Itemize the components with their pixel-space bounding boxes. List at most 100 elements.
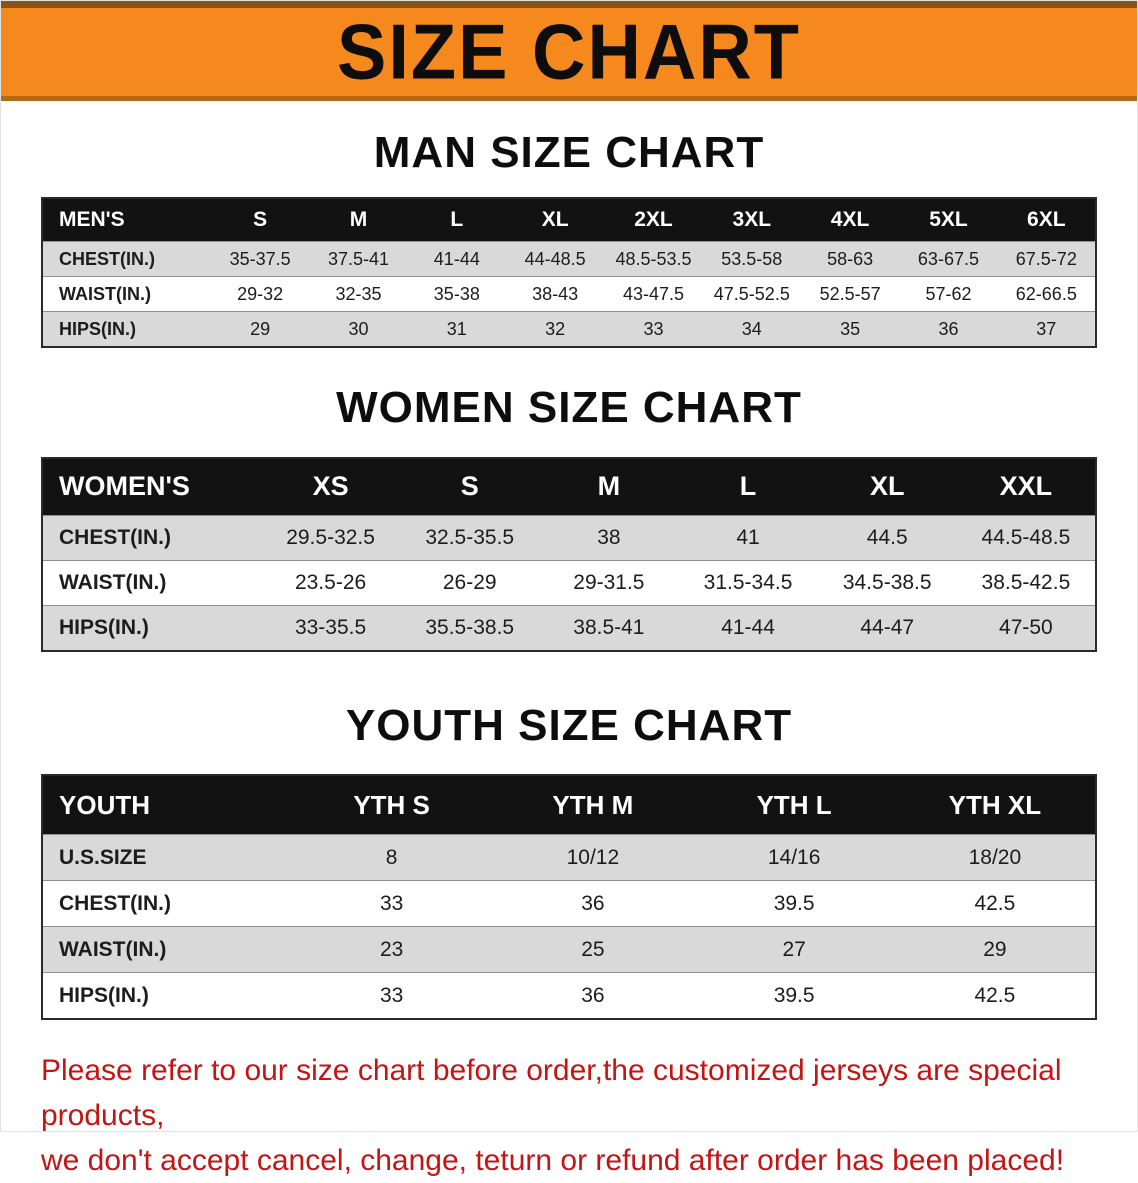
youth-section-heading: YOUTH SIZE CHART xyxy=(345,700,793,750)
size-value-cell: 26-29 xyxy=(442,570,497,594)
size-value-cell: 63-67.5 xyxy=(917,248,979,269)
row-label: CHEST(IN.) xyxy=(59,525,171,549)
size-column-header: L xyxy=(407,198,506,242)
size-value-cell: 53.5-58 xyxy=(721,248,783,269)
row-label: HIPS(IN.) xyxy=(59,318,137,339)
size-column-header: L xyxy=(678,457,818,516)
size-value-cell: 39.5 xyxy=(773,983,815,1007)
youth-size-chart-section: YOUTH SIZE CHART YOUTH YTH S YTH M YTH L YTH… xyxy=(1,700,1137,1021)
page-title: SIZE CHART xyxy=(337,7,801,96)
size-value-cell: 38 xyxy=(597,525,621,549)
measurement-row: HIPS(IN.) 29 30 31 32 33 34 35 36 37 xyxy=(42,311,1096,348)
size-value-cell: 42.5 xyxy=(974,891,1016,915)
size-value-cell: 34 xyxy=(741,318,762,339)
youth-size-table-wrap: YOUTH YTH S YTH M YTH L YTH XL U.S.SIZE 8 10/12… xyxy=(41,774,1097,1021)
size-value-cell: 34.5-38.5 xyxy=(842,570,932,594)
measurement-row: CHEST(IN.) 29.5-32.5 32.5-35.5 38 41 44.5 44.5… xyxy=(42,515,1096,561)
size-value-cell: 33 xyxy=(379,891,404,915)
order-notice: Please refer to our size chart before or… xyxy=(41,1048,1097,1183)
size-column-header: YTH L xyxy=(693,775,895,835)
size-value-cell: 31.5-34.5 xyxy=(703,570,793,594)
size-value-cell: 33 xyxy=(643,318,664,339)
table-corner-label: WOMEN'S xyxy=(42,457,261,516)
size-value-cell: 35-38 xyxy=(433,283,480,304)
size-value-cell: 38-43 xyxy=(532,283,579,304)
size-value-cell: 25 xyxy=(581,937,605,961)
size-value-cell: 47-50 xyxy=(999,615,1053,639)
size-value-cell: 23 xyxy=(379,937,404,961)
size-column-header: YTH XL xyxy=(894,775,1096,835)
size-value-cell: 41-44 xyxy=(721,615,775,639)
size-value-cell: 39.5 xyxy=(773,891,815,915)
size-value-cell: 37.5-41 xyxy=(327,248,390,269)
size-value-cell: 29.5-32.5 xyxy=(286,525,375,549)
size-value-cell: 41 xyxy=(736,525,760,549)
size-column-header: S xyxy=(211,198,310,242)
size-column-header: 3XL xyxy=(702,198,801,242)
row-label: HIPS(IN.) xyxy=(59,983,149,1007)
row-label: WAIST(IN.) xyxy=(59,570,167,594)
size-column-header: M xyxy=(539,457,679,516)
men-size-table-wrap: MEN'S S M L XL 2XL 3XL 4XL 5XL 6XL CHEST(IN.) 35-37… xyxy=(41,197,1097,349)
size-value-cell: 29-31.5 xyxy=(573,570,645,594)
row-label: CHEST(IN.) xyxy=(59,248,155,269)
table-header-row: YOUTH YTH S YTH M YTH L YTH XL xyxy=(42,775,1096,835)
size-value-cell: 35.5-38.5 xyxy=(425,615,515,639)
size-value-cell: 44-48.5 xyxy=(524,248,586,269)
size-column-header: XS xyxy=(261,457,401,516)
size-column-header: 6XL xyxy=(997,198,1096,242)
size-value-cell: 38.5-42.5 xyxy=(981,570,1071,594)
row-label: U.S.SIZE xyxy=(59,845,147,869)
size-column-header: 5XL xyxy=(899,198,998,242)
size-column-header: XL xyxy=(505,198,605,242)
size-value-cell: 32 xyxy=(545,318,566,339)
size-value-cell: 37 xyxy=(1036,318,1057,339)
size-value-cell: 8 xyxy=(385,845,398,869)
measurement-row: WAIST(IN.) 23.5-26 26-29 29-31.5 31.5-34.5 34… xyxy=(42,560,1096,606)
size-value-cell: 35-37.5 xyxy=(229,248,291,269)
size-column-header: S xyxy=(400,457,540,516)
table-header-row: MEN'S S M L XL 2XL 3XL 4XL 5XL 6XL xyxy=(42,198,1096,242)
size-value-cell: 44.5-48.5 xyxy=(981,525,1071,549)
table-head: YOUTH YTH S YTH M YTH L YTH XL xyxy=(42,775,1096,835)
men-size-chart-section: MAN SIZE CHART MEN'S S M L XL 2XL 3XL 4XL 5XL 6XL… xyxy=(1,128,1137,349)
size-value-cell: 29 xyxy=(250,318,271,339)
size-value-cell: 52.5-57 xyxy=(819,283,881,304)
size-column-header: XXL xyxy=(956,457,1096,516)
youth-size-table: YOUTH YTH S YTH M YTH L YTH XL U.S.SIZE 8 10/12… xyxy=(41,774,1097,1021)
measurement-row: CHEST(IN.) 33 36 39.5 42.5 xyxy=(42,880,1096,927)
table-corner-label: YOUTH xyxy=(42,775,291,835)
size-value-cell: 36 xyxy=(581,983,605,1007)
measurement-row: CHEST(IN.) 35-37.5 37.5-41 41-44 44-48.5 48.5… xyxy=(42,241,1096,277)
size-value-cell: 44.5 xyxy=(866,525,908,549)
women-section-heading: WOMEN SIZE CHART xyxy=(336,383,802,433)
table-body: CHEST(IN.) 29.5-32.5 32.5-35.5 38 41 44.5 44.5… xyxy=(42,515,1096,651)
women-size-chart-section: WOMEN SIZE CHART WOMEN'S XS S M L XL XXL CHEST(… xyxy=(1,383,1137,652)
size-value-cell: 32.5-35.5 xyxy=(425,525,515,549)
men-size-table: MEN'S S M L XL 2XL 3XL 4XL 5XL 6XL CHEST(IN.) 35-37… xyxy=(41,197,1097,349)
size-value-cell: 32-35 xyxy=(335,283,382,304)
size-value-cell: 44-47 xyxy=(860,615,915,639)
size-column-header: YTH S xyxy=(291,775,493,835)
notice-line-2: we don't accept cancel, change, teturn o… xyxy=(41,1144,1065,1178)
table-header-row: WOMEN'S XS S M L XL XXL xyxy=(42,457,1096,516)
table-body: U.S.SIZE 8 10/12 14/16 18/20 CHEST(IN.) 33 36 39… xyxy=(42,834,1096,1020)
size-value-cell: 42.5 xyxy=(974,983,1016,1007)
size-value-cell: 18/20 xyxy=(968,845,1022,869)
measurement-row: HIPS(IN.) 33 36 39.5 42.5 xyxy=(42,972,1096,1020)
row-label: WAIST(IN.) xyxy=(59,937,167,961)
size-value-cell: 29-32 xyxy=(237,283,284,304)
size-value-cell: 38.5-41 xyxy=(573,615,645,639)
table-corner-label: MEN'S xyxy=(42,198,211,242)
notice-line-1: Please refer to our size chart before or… xyxy=(41,1054,1062,1133)
size-value-cell: 10/12 xyxy=(566,845,620,869)
size-value-cell: 27 xyxy=(782,937,806,961)
measurement-row: U.S.SIZE 8 10/12 14/16 18/20 xyxy=(42,834,1096,881)
size-value-cell: 58-63 xyxy=(827,248,874,269)
size-value-cell: 35 xyxy=(840,318,861,339)
women-size-table-wrap: WOMEN'S XS S M L XL XXL CHEST(IN.) 29.5-32.5 32.5… xyxy=(41,456,1097,652)
size-value-cell: 31 xyxy=(446,318,467,339)
size-value-cell: 47.5-52.5 xyxy=(713,283,790,304)
size-column-header: 2XL xyxy=(604,198,703,242)
